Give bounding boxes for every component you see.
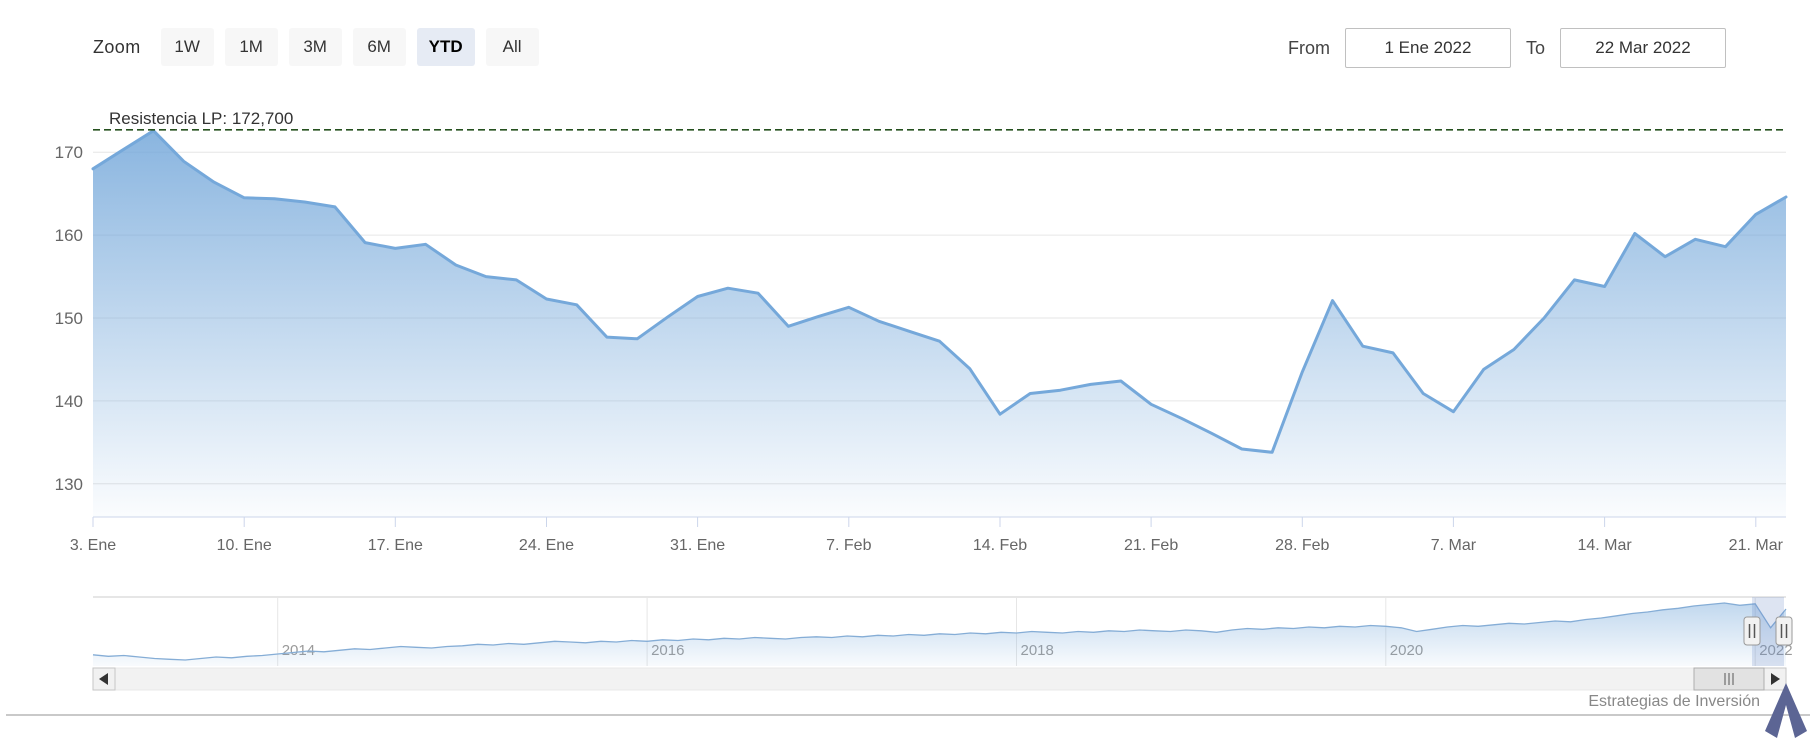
navigator-year-label: 2018 <box>1021 642 1054 659</box>
y-axis-label: 140 <box>55 392 83 411</box>
x-axis-label: 24. Ene <box>519 537 574 554</box>
x-axis-label: 7. Mar <box>1431 537 1477 554</box>
x-axis-label: 3. Ene <box>70 537 116 554</box>
x-axis-label: 21. Mar <box>1729 537 1784 554</box>
scrollbar-thumb[interactable] <box>1693 667 1765 691</box>
x-axis-label: 10. Ene <box>217 537 272 554</box>
zoom-toolbar: Zoom 1W 1M 3M 6M YTD All <box>93 28 539 66</box>
to-date-input[interactable] <box>1560 28 1726 68</box>
from-label: From <box>1287 37 1330 58</box>
navigator-handle-left[interactable] <box>1743 616 1761 646</box>
y-axis-label: 170 <box>55 143 83 162</box>
estrategias-logo-chevron-icon <box>1765 683 1807 738</box>
footer-divider <box>6 714 1810 716</box>
scrollbar-track[interactable] <box>114 667 1765 691</box>
series-line <box>91 129 1788 454</box>
navigator-year-label: 2020 <box>1390 642 1423 659</box>
navigator-line <box>92 602 1787 661</box>
navigator-area <box>93 603 1786 666</box>
navigator-year-label: 2014 <box>282 642 315 659</box>
x-axis-label: 17. Ene <box>368 537 423 554</box>
navigator-year-label: 2022 <box>1759 642 1792 659</box>
zoom-button-ytd[interactable]: YTD <box>416 28 475 66</box>
x-axis-label: 31. Ene <box>670 537 725 554</box>
zoom-label: Zoom <box>93 36 141 57</box>
y-axis-label: 150 <box>55 309 83 328</box>
y-axis-label: 130 <box>55 475 83 494</box>
from-date-input[interactable] <box>1344 28 1511 68</box>
zoom-button-1w[interactable]: 1W <box>160 28 214 66</box>
scroll-left-arrow-icon <box>99 673 108 685</box>
scrollbar-left-button[interactable] <box>92 667 116 691</box>
zoom-button-6m[interactable]: 6M <box>352 28 406 66</box>
navigator-handle-right[interactable] <box>1775 616 1793 646</box>
x-axis-label: 14. Feb <box>973 537 1027 554</box>
zoom-button-all[interactable]: All <box>485 28 539 66</box>
navigator-year-label: 2016 <box>651 642 684 659</box>
series-area <box>93 130 1786 517</box>
x-axis-label: 21. Feb <box>1124 537 1178 554</box>
y-axis-label: 160 <box>55 226 83 245</box>
resistance-annotation-label: Resistencia LP: 172,700 <box>109 109 294 128</box>
zoom-button-3m[interactable]: 3M <box>288 28 342 66</box>
credit-text: Estrategias de Inversión <box>1588 693 1760 710</box>
date-range-selector: From To <box>1288 28 1726 68</box>
to-label: To <box>1525 37 1545 58</box>
zoom-button-1m[interactable]: 1M <box>224 28 278 66</box>
x-axis-label: 14. Mar <box>1577 537 1632 554</box>
x-axis-label: 28. Feb <box>1275 537 1329 554</box>
x-axis-label: 7. Feb <box>826 537 871 554</box>
navigator-selection[interactable] <box>1752 597 1784 666</box>
